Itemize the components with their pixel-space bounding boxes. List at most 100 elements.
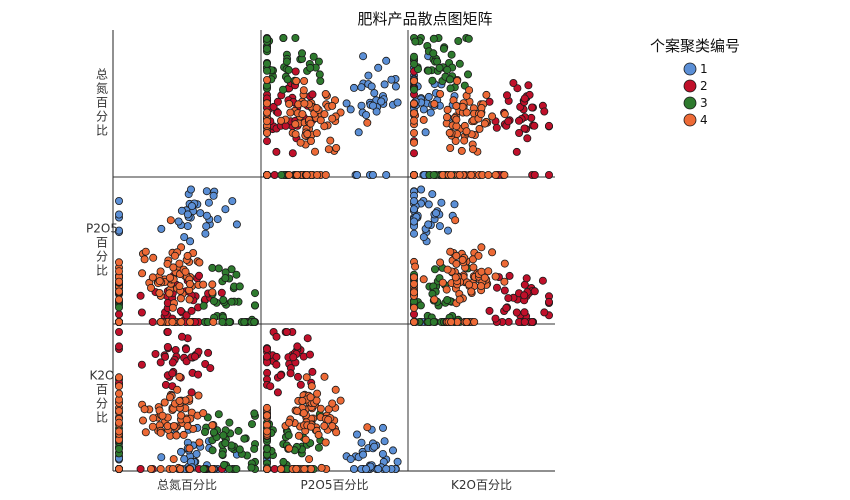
point-cluster-4	[148, 273, 157, 282]
point-cluster-4	[470, 317, 479, 326]
point-cluster-2	[273, 97, 282, 106]
point-cluster-1	[209, 191, 218, 200]
point-cluster-4	[445, 128, 454, 137]
point-cluster-2	[520, 317, 529, 326]
point-cluster-4	[149, 253, 158, 262]
point-cluster-3	[315, 70, 324, 79]
point-cluster-1	[186, 237, 195, 246]
point-cluster-3	[235, 445, 244, 454]
point-cluster-4	[115, 406, 124, 415]
point-cluster-3	[199, 301, 208, 310]
point-cluster-4	[312, 104, 321, 113]
point-cluster-1	[388, 446, 397, 455]
point-cluster-1	[374, 63, 383, 72]
legend-marker-2	[683, 79, 697, 93]
point-cluster-3	[250, 409, 259, 418]
point-cluster-4	[312, 129, 321, 138]
point-cluster-2	[289, 353, 298, 362]
col-label-1: P2O5百分比	[301, 478, 369, 492]
point-cluster-2	[293, 372, 302, 381]
point-cluster-4	[262, 464, 271, 473]
point-cluster-1	[221, 205, 230, 214]
row-label-2: K2O 百分比	[90, 369, 115, 425]
point-cluster-2	[545, 121, 554, 130]
point-cluster-3	[219, 431, 228, 440]
point-cluster-4	[306, 119, 315, 128]
point-cluster-2	[217, 288, 226, 297]
point-cluster-3	[428, 76, 437, 85]
point-cluster-4	[306, 393, 315, 402]
point-cluster-4	[328, 399, 337, 408]
point-cluster-4	[285, 444, 294, 453]
point-cluster-4	[465, 86, 474, 95]
point-cluster-4	[262, 403, 271, 412]
point-cluster-4	[336, 396, 345, 405]
point-cluster-3	[278, 85, 287, 94]
point-cluster-4	[195, 438, 204, 447]
point-cluster-4	[442, 285, 451, 294]
point-cluster-2	[177, 332, 186, 341]
scatter-panel-1-0	[115, 185, 259, 326]
point-cluster-4	[313, 170, 322, 179]
point-cluster-4	[169, 455, 178, 464]
point-cluster-4	[430, 99, 439, 108]
point-cluster-4	[409, 128, 418, 137]
point-cluster-4	[419, 115, 428, 124]
point-cluster-4	[148, 422, 157, 431]
point-cluster-3	[209, 297, 218, 306]
point-cluster-2	[523, 134, 532, 143]
point-cluster-4	[175, 282, 184, 291]
point-cluster-4	[468, 145, 477, 154]
legend-marker-4	[683, 113, 697, 127]
point-cluster-1	[180, 233, 189, 242]
point-cluster-2	[502, 91, 511, 100]
point-cluster-3	[306, 63, 315, 72]
point-cluster-4	[300, 464, 309, 473]
point-cluster-1	[387, 75, 396, 84]
point-cluster-1	[157, 224, 166, 233]
point-cluster-2	[520, 280, 529, 289]
point-cluster-2	[187, 306, 196, 315]
point-cluster-4	[195, 258, 204, 267]
point-cluster-4	[469, 263, 478, 272]
point-cluster-4	[328, 422, 337, 431]
point-cluster-3	[409, 85, 418, 94]
point-cluster-2	[520, 291, 529, 300]
point-cluster-4	[302, 373, 311, 382]
point-cluster-1	[450, 200, 459, 209]
point-cluster-1	[426, 108, 435, 117]
point-cluster-3	[445, 75, 454, 84]
point-cluster-2	[168, 358, 177, 367]
point-cluster-1	[346, 455, 355, 464]
point-cluster-4	[500, 259, 509, 268]
chart-title: 肥料产品散点图矩阵	[357, 10, 492, 28]
point-cluster-3	[218, 317, 227, 326]
point-cluster-1	[176, 447, 185, 456]
row-label-1: P2O5 百分比	[86, 222, 118, 278]
point-cluster-3	[250, 289, 259, 298]
point-cluster-2	[276, 371, 285, 380]
point-cluster-4	[185, 295, 194, 304]
point-cluster-4	[301, 435, 310, 444]
point-cluster-4	[474, 251, 483, 260]
point-cluster-2	[201, 359, 210, 368]
point-cluster-4	[262, 99, 271, 108]
point-cluster-4	[331, 385, 340, 394]
point-cluster-4	[175, 372, 184, 381]
point-cluster-1	[437, 198, 446, 207]
point-cluster-4	[332, 428, 341, 437]
point-cluster-4	[168, 317, 177, 326]
point-cluster-2	[520, 124, 529, 133]
point-cluster-4	[328, 114, 337, 123]
point-cluster-4	[115, 373, 124, 382]
point-cluster-1	[370, 442, 379, 451]
point-cluster-4	[477, 110, 486, 119]
point-cluster-4	[168, 464, 177, 473]
point-cluster-3	[247, 420, 256, 429]
point-cluster-4	[453, 77, 462, 86]
point-cluster-4	[328, 101, 337, 110]
point-cluster-1	[368, 101, 377, 110]
point-cluster-2	[515, 116, 524, 125]
point-cluster-3	[439, 44, 448, 53]
point-cluster-1	[368, 170, 377, 179]
